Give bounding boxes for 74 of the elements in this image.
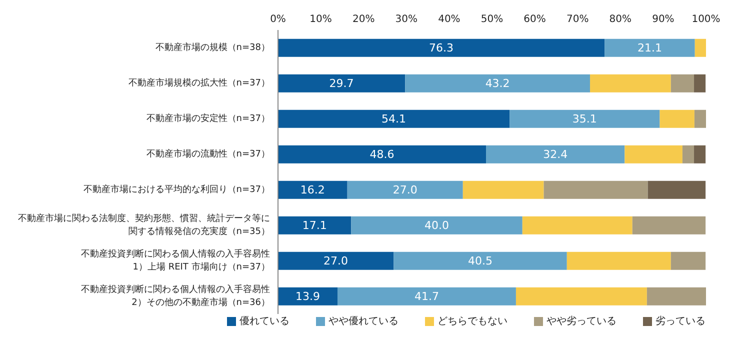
data-label: 29.7 <box>329 76 354 90</box>
data-label: 17.1 <box>302 218 327 232</box>
bar <box>660 110 694 128</box>
data-label: 76.3 <box>429 41 454 54</box>
bar <box>516 287 647 306</box>
bar <box>648 180 706 199</box>
y-tick-label: 不動産投資判断に関わる個人情報の入手容易性 1）上場 REIT 市場向け（n=37） <box>81 248 270 272</box>
y-tick-label: 不動産市場の安定性（n=37） <box>146 112 270 124</box>
data-label: 40.0 <box>424 218 450 232</box>
x-tick-label: 60% <box>524 14 546 25</box>
bar <box>278 252 394 270</box>
bar <box>522 216 632 234</box>
x-tick-label: 30% <box>395 14 418 25</box>
bar <box>670 252 706 270</box>
bar <box>337 287 516 306</box>
x-tick-label: 100% <box>692 14 720 25</box>
bar <box>694 145 706 164</box>
bar <box>278 145 486 164</box>
bar <box>510 110 660 128</box>
bar <box>590 74 671 92</box>
data-label: 16.2 <box>300 183 325 196</box>
x-tick-label: 20% <box>352 14 375 25</box>
data-label: 27.0 <box>392 183 418 196</box>
bar <box>682 145 694 164</box>
y-tick-label: 不動産市場の規模（n=38） <box>155 42 270 53</box>
x-tick-label: 10% <box>310 14 332 25</box>
y-tick-label: 不動産投資判断に関わる個人情報の入手容易性 2）その他の不動産市場（n=36） <box>81 284 270 308</box>
data-label: 13.9 <box>295 290 320 303</box>
bar <box>278 216 352 234</box>
bar <box>462 180 544 199</box>
bar <box>486 145 625 164</box>
bar <box>544 180 648 199</box>
y-tick-label: 不動産市場規模の拡大性（n=37） <box>128 77 270 88</box>
bar <box>566 252 671 270</box>
bar <box>694 38 706 57</box>
data-label: 21.1 <box>637 41 662 54</box>
legend-label: やや優れている <box>328 316 398 327</box>
bar <box>670 74 694 92</box>
data-label: 40.5 <box>468 254 492 268</box>
bar <box>278 74 406 92</box>
bar <box>604 38 695 57</box>
bar <box>278 110 510 128</box>
bar <box>694 74 706 92</box>
x-tick-label: 70% <box>566 14 589 25</box>
x-tick-label: 50% <box>480 14 504 25</box>
x-tick-label: 80% <box>609 14 632 25</box>
legend-label: どちらでもない <box>438 316 508 327</box>
y-tick-label: 不動産市場の流動性（n=37） <box>146 148 270 160</box>
data-label: 54.1 <box>382 112 406 126</box>
data-label: 27.0 <box>324 254 348 268</box>
y-tick-label: 不動産市場に関わる法制度、契約形態、慣習、統計データ等に関する情報発信の充実度（n=35） <box>18 212 270 237</box>
bar <box>347 180 463 199</box>
bar <box>646 287 706 306</box>
bar <box>278 38 605 57</box>
x-tick-label: 0% <box>270 14 286 25</box>
bar <box>278 287 338 306</box>
bar <box>405 74 590 92</box>
bar <box>278 180 348 199</box>
y-tick-label: 不動産市場における平均的な利回り（n=37） <box>83 184 270 195</box>
bar <box>351 216 522 234</box>
legend-label: 劣っている <box>656 316 706 327</box>
bar <box>624 145 682 164</box>
legend-label: やや劣っている <box>546 316 616 327</box>
bar <box>632 216 706 234</box>
x-tick-label: 40% <box>438 14 460 25</box>
data-label: 32.4 <box>543 148 568 161</box>
bar <box>694 110 706 128</box>
data-label: 41.7 <box>414 290 439 303</box>
bar <box>394 252 567 270</box>
x-tick-label: 90% <box>652 14 674 25</box>
data-label: 35.1 <box>572 112 597 126</box>
data-label: 43.2 <box>485 76 510 90</box>
data-label: 48.6 <box>370 148 394 161</box>
legend-label: 優れている <box>240 316 290 327</box>
